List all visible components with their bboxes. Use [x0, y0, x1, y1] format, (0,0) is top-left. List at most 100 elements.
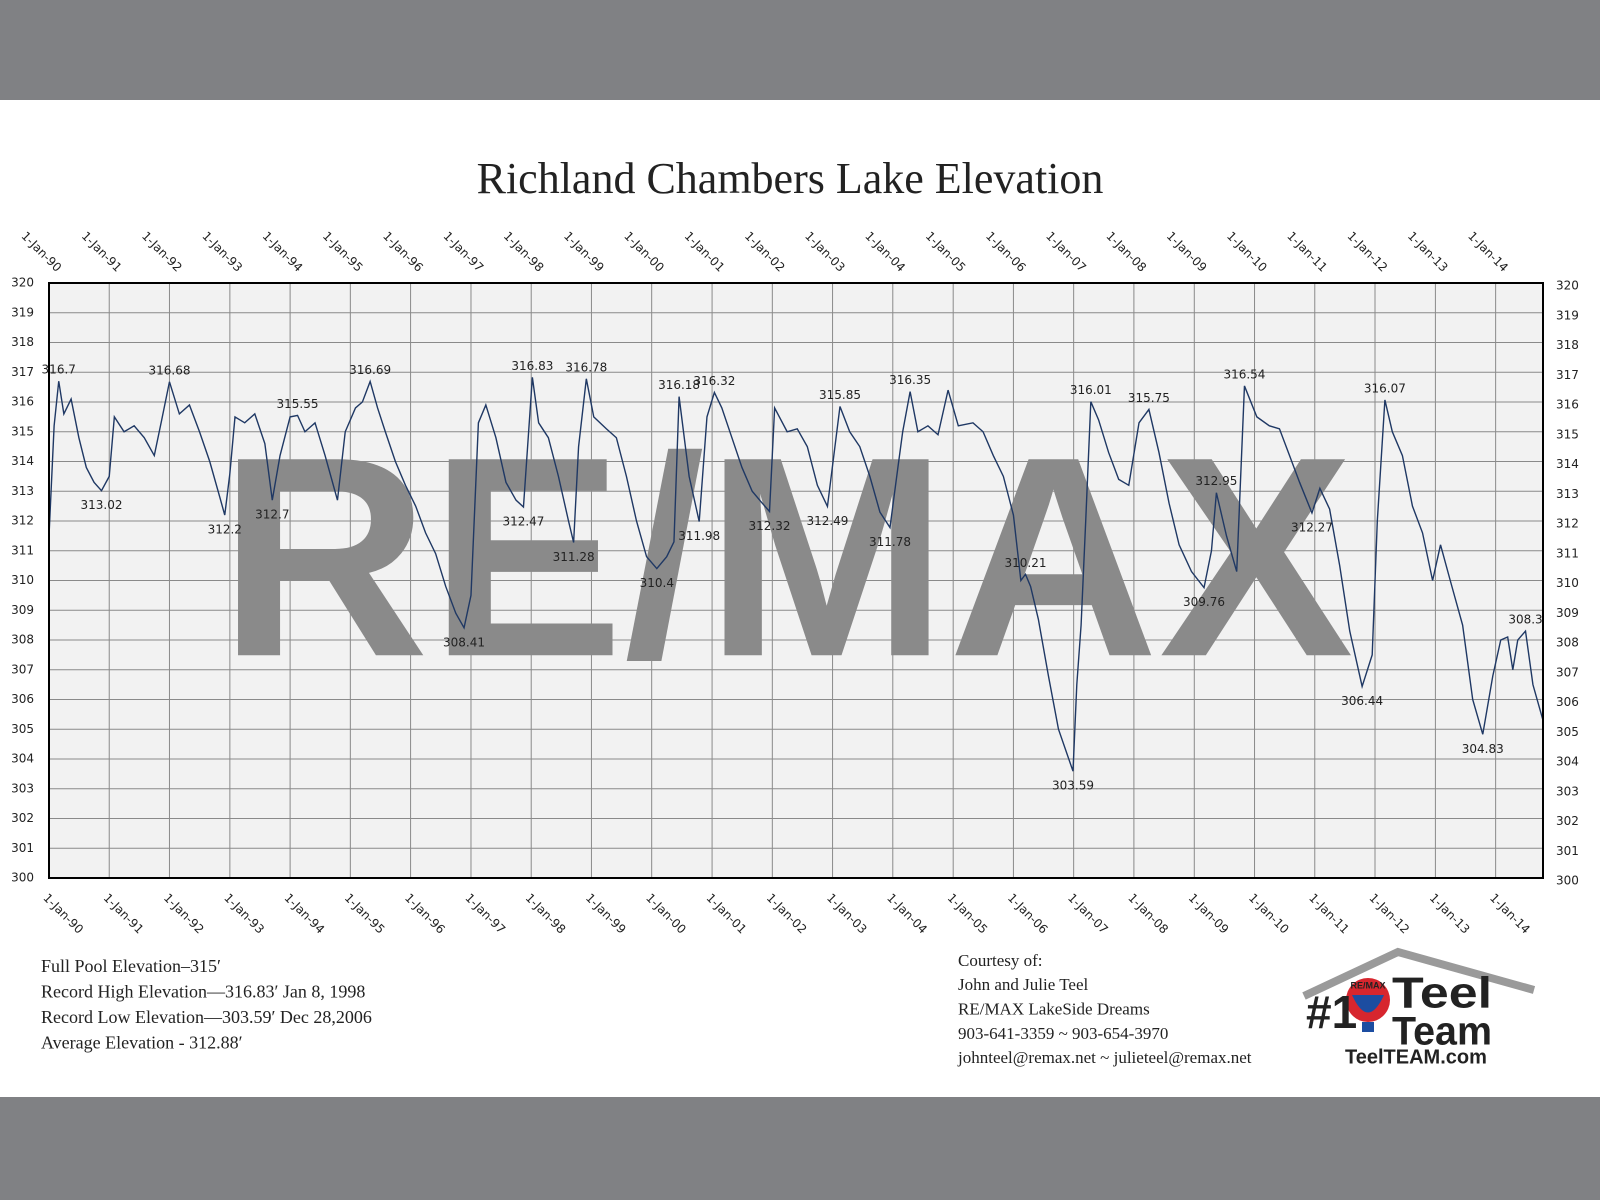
courtesy-line: johnteel@remax.net ~ julieteel@remax.net — [957, 1048, 1252, 1067]
y2-tick-label: 316 — [1556, 398, 1579, 412]
note: Full Pool Elevation–315′ — [41, 956, 221, 976]
logo-line2: Team — [1392, 1010, 1492, 1054]
y-tick-label: 320 — [11, 276, 34, 290]
data-label: 311.98 — [678, 529, 720, 543]
y2-tick-label: 310 — [1556, 576, 1579, 590]
data-label: 316.07 — [1364, 381, 1406, 395]
y2-tick-label: 318 — [1556, 338, 1579, 352]
y2-tick-label: 307 — [1556, 665, 1579, 679]
y2-tick-label: 313 — [1556, 487, 1579, 501]
data-label: 315.75 — [1128, 391, 1170, 405]
logo-rank: #1 — [1306, 986, 1357, 1038]
logo-balloon-stripe — [1352, 995, 1384, 1013]
y2-tick-label: 301 — [1556, 844, 1579, 858]
y-tick-label: 314 — [11, 454, 34, 468]
y-tick-label: 313 — [11, 484, 34, 498]
y-tick-label: 318 — [11, 335, 34, 349]
y-tick-label: 300 — [11, 871, 34, 885]
note: Record High Elevation—316.83′ Jan 8, 199… — [41, 982, 365, 1002]
y2-tick-label: 300 — [1556, 874, 1579, 888]
logo-roof — [1302, 947, 1536, 1000]
y-tick-label: 319 — [11, 305, 34, 319]
data-label: 310.4 — [640, 576, 674, 590]
data-label: 312.27 — [1291, 520, 1333, 534]
courtesy-line: 903-641-3359 ~ 903-654-3970 — [958, 1024, 1168, 1043]
y-tick-label: 317 — [11, 365, 34, 379]
data-label: 316.54 — [1223, 367, 1265, 381]
data-label: 309.76 — [1183, 595, 1225, 609]
watermark: RE/MAX — [219, 398, 1355, 716]
data-label: 316.83 — [511, 359, 553, 373]
y-tick-label: 312 — [11, 514, 34, 528]
y2-tick-label: 305 — [1556, 725, 1579, 739]
y-tick-label: 302 — [11, 811, 34, 825]
courtesy-line: Courtesy of: — [958, 951, 1043, 970]
elevation-line — [48, 377, 1544, 772]
logo-url: TeelTEAM.com — [1345, 1046, 1487, 1068]
chart-title: Richland Chambers Lake Elevation — [477, 154, 1104, 203]
y2-tick-label: 317 — [1556, 368, 1579, 382]
courtesy-line: John and Julie Teel — [958, 975, 1088, 994]
y2-tick-label: 319 — [1556, 308, 1579, 322]
plot: RE/MAX 300 300 301 301 302 302 303 303 304 304 305 3… — [11, 229, 1579, 937]
y2-tick-label: 320 — [1556, 279, 1579, 293]
y2-tick-label: 315 — [1556, 427, 1579, 441]
bottom-band — [0, 1097, 1600, 1200]
data-label: 313.02 — [80, 498, 122, 512]
data-label: 311.28 — [553, 550, 595, 564]
y2-tick-label: 306 — [1556, 695, 1579, 709]
y2-tick-label: 303 — [1556, 784, 1579, 798]
y-tick-label: 309 — [11, 603, 34, 617]
data-label: 311.78 — [869, 535, 911, 549]
y-tick-label: 315 — [11, 424, 34, 438]
top-band — [0, 0, 1600, 100]
data-label: 316.18 — [658, 378, 700, 392]
data-label: 316.35 — [889, 373, 931, 387]
logo-line1: Teel — [1392, 969, 1492, 1018]
data-label: 303.59 — [1052, 779, 1094, 793]
data-label: 312.95 — [1195, 474, 1237, 488]
y2-tick-label: 314 — [1556, 457, 1579, 471]
notes: Full Pool Elevation–315′ Record High Elev… — [41, 951, 1252, 1067]
y2-tick-label: 304 — [1556, 755, 1579, 769]
logo-brand: RE/MAX — [1350, 980, 1385, 990]
data-label: 316.68 — [148, 363, 190, 377]
data-label: 312.47 — [502, 515, 544, 529]
logo-basket — [1362, 1022, 1374, 1032]
y2-tick-label: 309 — [1556, 606, 1579, 620]
data-label: 315.85 — [819, 388, 861, 402]
data-label: 310.21 — [1004, 556, 1046, 570]
data-label: 304.83 — [1462, 742, 1504, 756]
y2-tick-label: 302 — [1556, 814, 1579, 828]
data-label: 316.32 — [693, 374, 735, 388]
courtesy-line: RE/MAX LakeSide Dreams — [958, 1000, 1150, 1019]
y2-tick-label: 312 — [1556, 517, 1579, 531]
plot-border — [48, 282, 1544, 879]
data-label: 316.78 — [565, 360, 607, 374]
data-label: 312.49 — [806, 514, 848, 528]
y-tick-label: 308 — [11, 633, 34, 647]
data-label: 312.7 — [255, 508, 289, 522]
data-label: 316.69 — [349, 363, 391, 377]
data-label: 316.7 — [42, 363, 76, 377]
y-tick-label: 316 — [11, 395, 34, 409]
y-tick-label: 303 — [11, 781, 34, 795]
note: Average Elevation - 312.88′ — [41, 1033, 243, 1053]
y-tick-label: 301 — [11, 841, 34, 855]
y-tick-label: 305 — [11, 722, 34, 736]
note: Record Low Elevation—303.59′ Dec 28,2006 — [41, 1007, 372, 1027]
y-tick-label: 307 — [11, 662, 34, 676]
data-label: 308.41 — [443, 635, 485, 649]
y2-tick-label: 308 — [1556, 636, 1579, 650]
y2-tick-label: 311 — [1556, 546, 1579, 560]
data-label: 315.55 — [277, 397, 319, 411]
data-label: 312.2 — [208, 523, 242, 537]
data-label: 316.01 — [1070, 383, 1112, 397]
y-tick-label: 304 — [11, 752, 34, 766]
y-tick-label: 306 — [11, 692, 34, 706]
y-tick-label: 310 — [11, 573, 34, 587]
y-tick-label: 311 — [11, 543, 34, 557]
